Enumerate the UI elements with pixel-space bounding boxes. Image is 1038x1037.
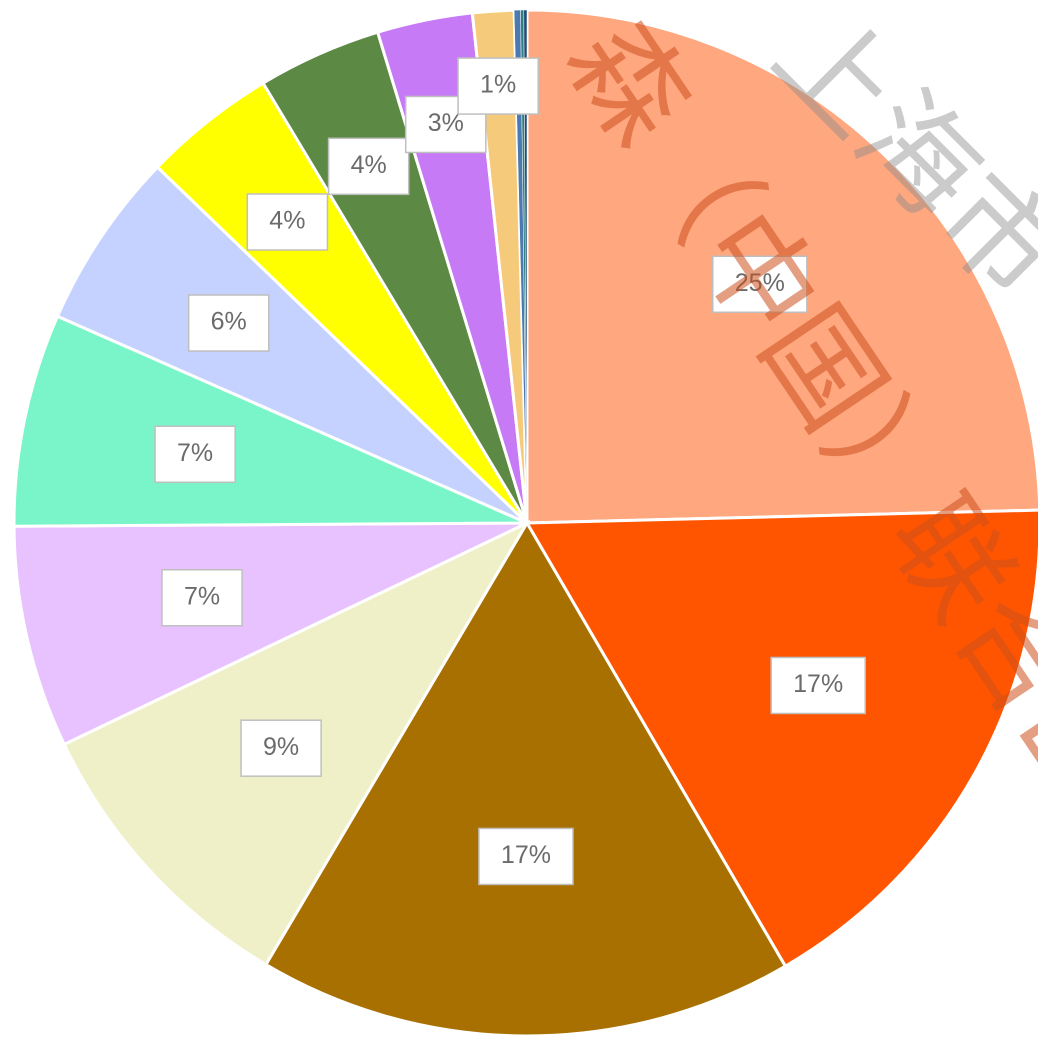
label-box [457, 57, 539, 115]
data-label: 7% [177, 439, 213, 467]
label-box [712, 255, 808, 314]
data-label: 9% [263, 733, 299, 761]
slice [523, 9, 528, 524]
data-label: 17% [793, 670, 843, 698]
data-label: 1% [480, 71, 516, 99]
data-label: 6% [211, 308, 247, 336]
slice [524, 508, 1038, 969]
label-box [154, 425, 236, 484]
slice [12, 314, 528, 528]
label-box [770, 656, 866, 715]
slice [12, 521, 528, 747]
label-box [327, 137, 410, 196]
data-label: 4% [269, 207, 305, 235]
label-box [478, 827, 574, 886]
label-box [187, 294, 270, 352]
data-label: 4% [351, 151, 387, 179]
slice [55, 165, 529, 525]
data-label: 25% [735, 269, 785, 297]
data-label: 17% [501, 841, 551, 869]
data-label: 7% [184, 582, 220, 610]
label-box [246, 193, 329, 251]
slice [263, 520, 788, 1037]
label-box [240, 719, 322, 777]
label-box [161, 569, 243, 627]
labels: 25%17%17%9%7%7%6%4%4%3%1% [154, 57, 866, 886]
pie [12, 8, 1038, 1037]
